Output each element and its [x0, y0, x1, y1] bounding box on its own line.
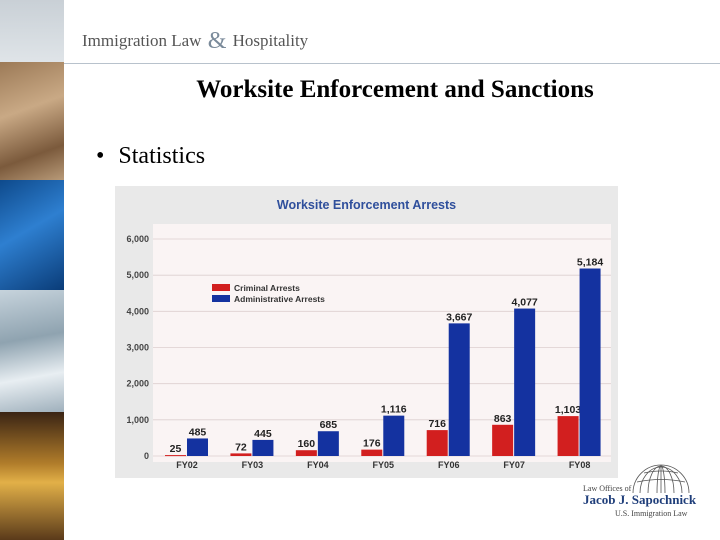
legend-swatch [212, 295, 230, 302]
slide-title: Worksite Enforcement and Sanctions [196, 76, 594, 103]
bar-value-label: 4,077 [512, 297, 538, 309]
bar-administrative [514, 308, 536, 456]
y-tick-label: 4,000 [126, 306, 149, 316]
globe-icon [632, 464, 690, 494]
bullet-item: • Statistics [96, 143, 205, 170]
chart-title: Worksite Enforcement Arrests [276, 198, 457, 212]
x-tick-label: FY02 [176, 460, 198, 470]
bar-chart: 0 1,000 2,000 3,000 4,000 5,000 6,000 25 485 FY02… [126, 224, 611, 470]
bar-criminal [295, 450, 317, 456]
bar-criminal [557, 416, 579, 456]
header-title-left: Immigration Law [82, 31, 202, 50]
bar-value-label: 485 [189, 426, 207, 438]
logo-subtitle: U.S. Immigration Law [615, 509, 688, 518]
sidebar-photo-ceremony [0, 62, 64, 180]
bar-criminal [426, 430, 448, 456]
bar-criminal [361, 449, 383, 456]
bar-value-label: 25 [170, 443, 182, 455]
y-tick-label: 6,000 [126, 234, 149, 244]
legend-label: Administrative Arrests [234, 294, 325, 304]
sidebar-photo-kitchen [0, 290, 64, 412]
y-tick-label: 1,000 [126, 415, 149, 425]
bar-value-label: 5,184 [577, 257, 603, 269]
bar-value-label: 1,103 [555, 404, 581, 416]
y-tick-label: 5,000 [126, 270, 149, 280]
bar-administrative [579, 268, 601, 456]
x-tick-label: FY03 [242, 460, 264, 470]
y-tick-label: 0 [144, 451, 149, 461]
legend-swatch [212, 284, 230, 291]
logo-law-offices: Law Offices of [583, 484, 632, 493]
logo-name: Jacob J. Sapochnick [583, 492, 697, 507]
law-office-logo: Law Offices of Jacob J. Sapochnick U.S. … [583, 460, 718, 530]
bar-value-label: 716 [428, 418, 446, 430]
x-tick-label: FY05 [373, 460, 395, 470]
bar-value-label: 3,667 [446, 311, 472, 323]
bar-administrative [448, 323, 470, 456]
chart-frame: 0 1,000 2,000 3,000 4,000 5,000 6,000 25 485 FY02… [115, 186, 618, 478]
bullet-dot: • [96, 143, 105, 169]
sidebar-photo-hands [0, 0, 64, 62]
plot-area [153, 224, 611, 462]
header-title-right: Hospitality [232, 31, 309, 50]
bar-criminal [165, 455, 186, 457]
bar-criminal [230, 453, 252, 456]
y-tick-label: 3,000 [126, 343, 149, 353]
bar-criminal [492, 424, 514, 456]
header-ampersand: & [207, 28, 227, 54]
bar-administrative [317, 431, 339, 456]
bar-administrative [187, 438, 208, 456]
sidebar-photo-bell [0, 412, 64, 540]
bar-value-label: 863 [494, 413, 512, 425]
x-tick-label: FY08 [569, 460, 591, 470]
legend-label: Criminal Arrests [234, 283, 300, 293]
header-title: Immigration Law & Hospitality [82, 28, 308, 55]
y-tick-label: 2,000 [126, 379, 149, 389]
bar-value-label: 445 [254, 428, 272, 440]
bar-value-label: 72 [235, 441, 247, 453]
bar-administrative [383, 415, 405, 456]
x-tick-label: FY04 [307, 460, 329, 470]
sidebar-photo-keycard [0, 180, 64, 290]
x-tick-label: FY06 [438, 460, 460, 470]
bullet-text: Statistics [118, 143, 206, 169]
bar-value-label: 1,116 [381, 404, 407, 416]
sidebar-image-strip [0, 0, 64, 540]
header-divider [64, 63, 720, 64]
bar-administrative [252, 439, 274, 456]
bar-value-label: 176 [363, 438, 381, 450]
bar-value-label: 685 [320, 419, 338, 431]
bar-value-label: 160 [298, 438, 316, 450]
x-tick-label: FY07 [503, 460, 525, 470]
